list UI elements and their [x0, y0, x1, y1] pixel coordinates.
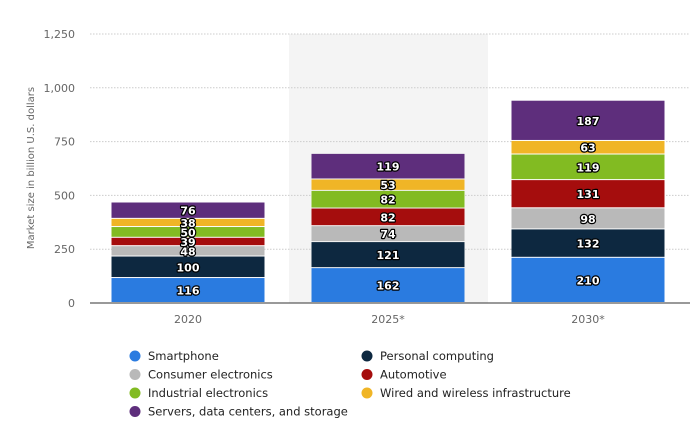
x-axis-ticks: 2020 2025* 2030*: [174, 313, 605, 326]
data-label: 82: [380, 211, 395, 224]
legend-item[interactable]: Industrial electronics: [129, 386, 269, 400]
data-label: 98: [580, 213, 595, 226]
bar-segment: [311, 179, 465, 190]
data-label: 131: [577, 188, 600, 201]
data-label: 210: [577, 274, 600, 287]
legend-marker: [361, 350, 373, 362]
legend-label: Personal computing: [380, 349, 494, 363]
legend-item[interactable]: Personal computing: [361, 349, 494, 363]
data-label: 121: [377, 249, 400, 262]
data-label: 63: [580, 142, 595, 155]
legend-label: Wired and wireless infrastructure: [380, 386, 571, 400]
legend-item[interactable]: Automotive: [361, 368, 447, 382]
data-label: 50: [180, 226, 196, 239]
legend-item[interactable]: Consumer electronics: [129, 368, 273, 382]
legend-marker: [129, 387, 141, 399]
y-tick-label: 250: [54, 243, 75, 256]
legend-marker: [361, 387, 373, 399]
bar-segment: [511, 180, 665, 208]
bar-segment: [311, 190, 465, 208]
y-tick-label: 1,000: [44, 82, 76, 95]
legend-item[interactable]: Smartphone: [129, 349, 219, 363]
bar-segment: [511, 208, 665, 229]
data-label: 132: [577, 238, 600, 251]
bar-segment: [111, 202, 265, 218]
bar-segment: [111, 237, 265, 246]
bar-segment: [311, 242, 465, 268]
data-label: 119: [577, 161, 600, 174]
legend-label: Consumer electronics: [148, 368, 273, 382]
bar-segment: [111, 256, 265, 278]
bar-segment: [311, 153, 465, 179]
y-axis-ticks: 0 250 500 750 1,000 1,250: [44, 28, 76, 310]
data-label: 76: [180, 205, 196, 218]
bar-segment: [311, 226, 465, 242]
data-label: 48: [180, 245, 195, 258]
bar-segment: [311, 268, 465, 302]
data-label: 162: [377, 280, 400, 293]
legend: Smartphone Personal computing Consumer ele…: [129, 349, 571, 419]
legend-label: Industrial electronics: [148, 386, 268, 400]
bar-segment: [511, 140, 665, 154]
data-label: 53: [380, 179, 395, 192]
data-label: 116: [177, 285, 200, 298]
data-label: 119: [377, 161, 400, 174]
legend-label: Automotive: [380, 368, 447, 382]
data-label: 82: [380, 194, 395, 207]
data-label: 100: [177, 261, 200, 274]
legend-item[interactable]: Wired and wireless infrastructure: [361, 386, 571, 400]
y-tick-label: 500: [54, 189, 75, 202]
x-tick-label: 2025*: [371, 313, 405, 326]
legend-label: Smartphone: [148, 349, 219, 363]
x-tick-label: 2020: [174, 313, 202, 326]
y-tick-label: 0: [68, 297, 75, 310]
legend-marker: [361, 369, 373, 380]
bar-segment: [511, 229, 665, 257]
legend-label: Servers, data centers, and storage: [148, 405, 348, 419]
bar-segment: [511, 257, 665, 302]
y-tick-label: 750: [54, 136, 75, 149]
bar-segment: [511, 100, 665, 140]
bar-segment: [311, 208, 465, 226]
legend-marker: [129, 406, 141, 417]
data-label: 187: [577, 115, 600, 128]
bar-segment: [111, 227, 265, 237]
x-tick-label: 2030*: [571, 313, 605, 326]
legend-marker: [129, 369, 141, 380]
data-label: 38: [180, 217, 195, 230]
bar-segment: [511, 154, 665, 180]
y-tick-label: 1,250: [44, 28, 76, 41]
bar-segment: [111, 278, 265, 302]
y-axis-label: Market size in billion U.S. dollars: [26, 87, 37, 249]
legend-marker: [129, 350, 141, 362]
data-label: 39: [180, 236, 195, 249]
data-label: 74: [380, 228, 396, 241]
bar-segment: [111, 218, 265, 227]
bar-segment: [111, 246, 265, 256]
legend-item[interactable]: Servers, data centers, and storage: [129, 405, 348, 419]
